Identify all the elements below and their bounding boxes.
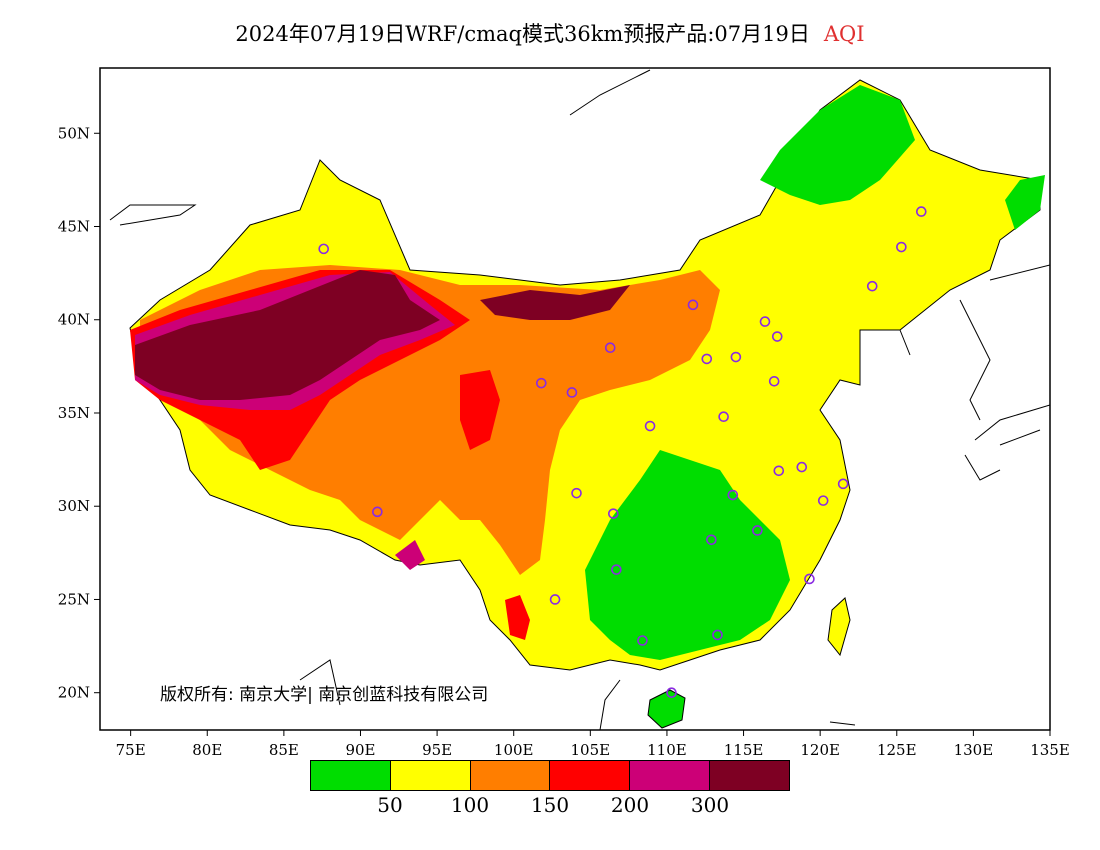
lon-tick-label: 115E [724,741,764,759]
lat-tick-label: 45N [58,218,90,236]
lon-tick-label: 130E [954,741,994,759]
station-marker [915,206,927,217]
legend-label: 200 [610,793,650,817]
longitude-axis: 75E 80E 85E 90E 95E 100E 105E 110E 115E 120E 125E 1… [116,730,1070,759]
station-marker [571,487,582,499]
plot-frame [99,67,1051,731]
legend-swatch [710,761,789,790]
station-marker [706,534,717,546]
legend-swatch [311,761,391,790]
lon-tick-label: 85E [269,741,299,759]
station-marker [727,489,739,501]
hainan-island [647,689,686,729]
aqi-green-northeast [760,85,915,205]
station-marker [549,594,561,605]
station-marker [759,316,771,327]
station-marker [535,377,547,389]
station-marker [566,387,578,398]
southeast-asia-coastline [299,659,856,730]
station-marker [712,629,723,641]
lat-tick-label: 30N [58,497,90,515]
legend-label: 100 [450,793,490,817]
lon-tick-label: 100E [494,741,534,759]
station-marker [701,353,713,365]
map-title: 2024年07月19日WRF/cmaq模式36km预报产品:07月19日 AQI [0,18,1100,48]
lon-tick-label: 135E [1030,741,1070,759]
station-marker [804,573,815,585]
station-marker [768,375,780,387]
station-marker [666,687,677,699]
aqi-green-east-tip [1005,175,1045,230]
station-marker [611,564,622,575]
lon-tick-label: 80E [192,741,222,759]
aqi-red-tibet-south [395,540,425,570]
lat-tick-label: 40N [58,311,90,329]
latitude-axis: 20N 25N 30N 35N 40N 45N 50N [58,124,100,702]
station-marker [637,635,648,646]
aqi-maroon-region [135,270,440,400]
station-marker [796,461,808,473]
lat-tick-label: 50N [58,124,90,142]
taiwan-island [827,597,851,657]
legend-label: 50 [377,793,403,817]
aqi-green-south [585,450,790,660]
station-marker [644,420,656,432]
station-marker [866,280,878,292]
station-marker [718,411,729,423]
station-marker [896,241,907,253]
station-marker [604,342,616,354]
aqi-maroon-north [480,285,630,320]
legend-swatch [630,761,711,790]
legend-swatch [470,761,551,790]
aqi-red-yunnan [505,595,530,640]
lon-tick-label: 90E [345,741,375,759]
station-marker [817,495,829,506]
lon-tick-label: 95E [422,741,452,759]
station-marker [773,465,785,477]
aqi-color-legend [310,760,790,791]
lat-tick-label: 20N [58,684,90,702]
station-marker [608,508,619,519]
legend-label: 300 [690,793,730,817]
station-marker [318,243,330,255]
north-coastline [109,69,651,226]
lon-tick-label: 125E [877,741,917,759]
station-marker [752,525,763,536]
lat-tick-label: 25N [58,590,90,608]
station-marker [687,299,699,311]
aqi-red-qinghai [460,370,500,450]
lon-tick-label: 75E [116,741,146,759]
station-marker [730,351,742,363]
variable-label: AQI [823,22,865,46]
legend-swatch [550,761,631,790]
lon-tick-label: 120E [800,741,840,759]
station-marker [837,478,849,490]
lat-tick-label: 35N [58,404,90,422]
lon-tick-label: 105E [571,741,611,759]
japan-coastline [964,404,1050,481]
legend-label: 150 [530,793,570,817]
station-marker [372,506,383,518]
station-markers [318,206,927,699]
station-marker [771,331,783,342]
copyright-text: 版权所有: 南京大学| 南京创蓝科技有限公司 [160,685,489,705]
lon-tick-label: 110E [647,741,687,759]
korea-coastline [899,264,1050,421]
title-text: 2024年07月19日WRF/cmaq模式36km预报产品:07月19日 [235,22,810,46]
legend-swatch [390,761,471,790]
